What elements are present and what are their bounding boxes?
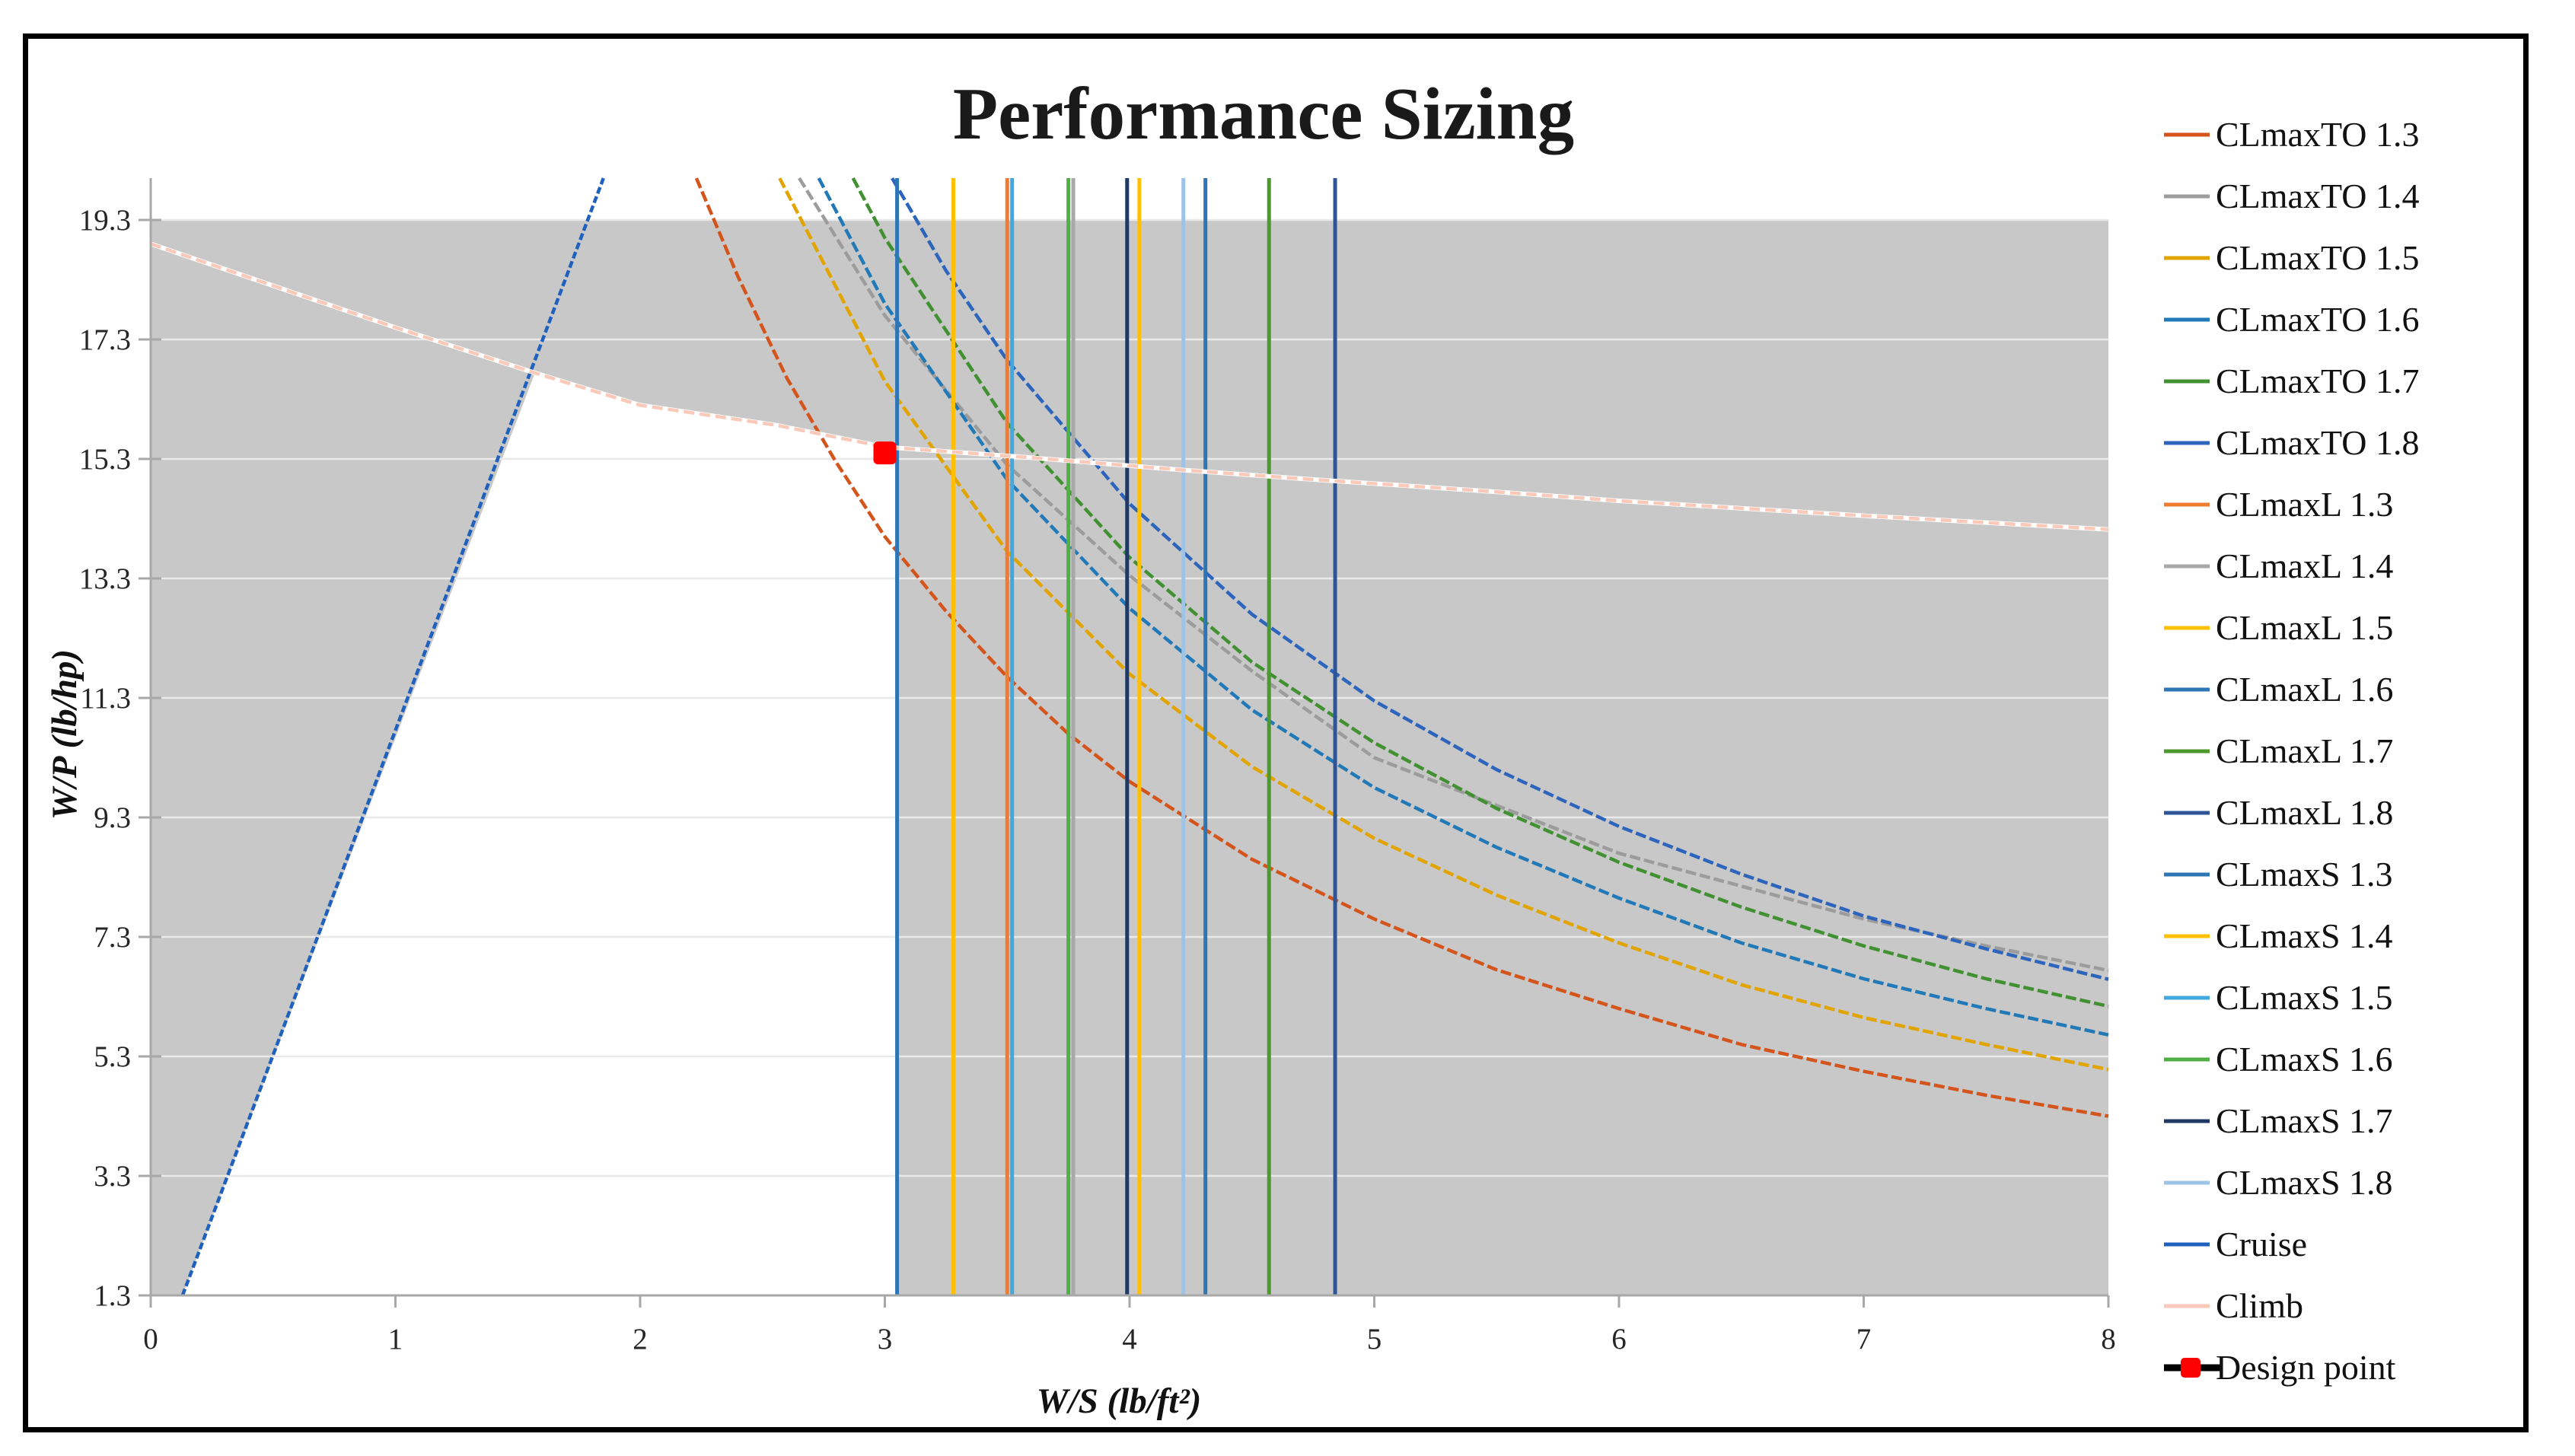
- legend-label-clmaxs-1.3: CLmaxS 1.3: [2216, 855, 2393, 894]
- legend-item-clmaxto-1.3: CLmaxTO 1.3: [2164, 115, 2419, 154]
- y-tick-label-19.3: 19.3: [79, 204, 131, 237]
- legend-label-design-point: Design point: [2216, 1348, 2396, 1387]
- x-tick-label-0: 0: [143, 1323, 158, 1356]
- legend-item-clmaxs-1.5: CLmaxS 1.5: [2164, 978, 2393, 1017]
- legend-item-clmaxl-1.3: CLmaxL 1.3: [2164, 485, 2393, 524]
- legend-label-clmaxs-1.4: CLmaxS 1.4: [2216, 916, 2393, 955]
- y-axis-title: W/P (lb/hp): [45, 649, 84, 820]
- legend-item-clmaxto-1.6: CLmaxTO 1.6: [2164, 300, 2419, 339]
- legend-label-clmaxto-1.8: CLmaxTO 1.8: [2216, 423, 2419, 462]
- legend-item-design-point: Design point: [2164, 1348, 2396, 1387]
- x-tick-label-6: 6: [1611, 1323, 1627, 1356]
- legend-label-climb: Climb: [2216, 1286, 2303, 1325]
- series-climb: [150, 242, 2109, 531]
- x-tick-label-2: 2: [633, 1323, 648, 1356]
- y-tick-label-13.3: 13.3: [79, 562, 131, 595]
- x-tick-label-3: 3: [878, 1323, 893, 1356]
- series-clmaxto-1.4: [798, 177, 2109, 973]
- legend-label-clmaxs-1.8: CLmaxS 1.8: [2216, 1163, 2393, 1202]
- series-clmaxto-1.8: [891, 177, 2109, 981]
- legend-label-clmaxl-1.7: CLmaxL 1.7: [2216, 731, 2393, 770]
- series-clmaxto-1.6: [817, 177, 2109, 1037]
- legend-item-cruise: Cruise: [2164, 1225, 2307, 1263]
- y-tick-label-9.3: 9.3: [94, 801, 131, 834]
- legend-item-clmaxs-1.4: CLmaxS 1.4: [2164, 916, 2393, 955]
- legend-item-clmaxl-1.5: CLmaxL 1.5: [2164, 608, 2393, 647]
- legend-label-clmaxs-1.5: CLmaxS 1.5: [2216, 978, 2393, 1017]
- legend-label-clmaxs-1.6: CLmaxS 1.6: [2216, 1040, 2393, 1078]
- series-clmaxto-1.7: [851, 177, 2109, 1008]
- y-tick-label-17.3: 17.3: [79, 323, 131, 356]
- legend-label-clmaxto-1.6: CLmaxTO 1.6: [2216, 300, 2419, 339]
- feasible-region: [182, 373, 897, 1295]
- series-cruise: [180, 177, 605, 1296]
- legend-label-clmaxl-1.6: CLmaxL 1.6: [2216, 670, 2393, 709]
- x-tick-label-5: 5: [1367, 1323, 1382, 1356]
- y-tick-label-5.3: 5.3: [94, 1040, 131, 1073]
- design-point-marker: [873, 441, 897, 465]
- legend-label-clmaxto-1.7: CLmaxTO 1.7: [2216, 362, 2419, 400]
- figure-border: [23, 33, 2529, 1432]
- legend-label-clmaxl-1.8: CLmaxL 1.8: [2216, 793, 2393, 832]
- legend-label-cruise: Cruise: [2216, 1225, 2307, 1263]
- legend-item-clmaxs-1.7: CLmaxS 1.7: [2164, 1101, 2393, 1140]
- legend-label-clmaxs-1.7: CLmaxS 1.7: [2216, 1101, 2393, 1140]
- legend-item-clmaxs-1.8: CLmaxS 1.8: [2164, 1163, 2393, 1202]
- y-tick-label-7.3: 7.3: [94, 921, 131, 954]
- legend-item-clmaxs-1.3: CLmaxS 1.3: [2164, 855, 2393, 894]
- legend-item-clmaxto-1.8: CLmaxTO 1.8: [2164, 423, 2419, 462]
- legend-item-climb: Climb: [2164, 1286, 2303, 1325]
- y-tick-label-15.3: 15.3: [79, 443, 131, 476]
- chart-title: Performance Sizing: [953, 73, 1574, 155]
- plot-area: 1.3 3.3 5.3 7.3 9.3 11.3 13.3 15.3 17.3 19.3 0 1 2 3 4…: [79, 177, 2116, 1356]
- legend-label-clmaxto-1.5: CLmaxTO 1.5: [2216, 238, 2419, 277]
- legend-item-clmaxl-1.4: CLmaxL 1.4: [2164, 546, 2393, 585]
- legend-item-clmaxto-1.4: CLmaxTO 1.4: [2164, 177, 2419, 215]
- x-tick-label-4: 4: [1122, 1323, 1137, 1356]
- legend-item-clmaxl-1.8: CLmaxL 1.8: [2164, 793, 2393, 832]
- series-clmaxto-1.5: [778, 177, 2109, 1072]
- legend: CLmaxTO 1.3 CLmaxTO 1.4 CLmaxTO 1.5 CLmaxTO…: [2164, 115, 2419, 1387]
- y-tick-label-1.3: 1.3: [94, 1279, 131, 1312]
- legend-item-clmaxto-1.5: CLmaxTO 1.5: [2164, 238, 2419, 277]
- y-tick-label-11.3: 11.3: [80, 682, 131, 715]
- legend-marker-design-point: [2181, 1358, 2201, 1378]
- x-tick-label-7: 7: [1856, 1323, 1872, 1356]
- legend-label-clmaxl-1.4: CLmaxL 1.4: [2216, 546, 2393, 585]
- y-tick-label-3.3: 3.3: [94, 1160, 131, 1193]
- legend-item-clmaxl-1.7: CLmaxL 1.7: [2164, 731, 2393, 770]
- legend-label-clmaxto-1.3: CLmaxTO 1.3: [2216, 115, 2419, 154]
- x-tick-label-8: 8: [2101, 1323, 2116, 1356]
- legend-label-clmaxto-1.4: CLmaxTO 1.4: [2216, 177, 2419, 215]
- legend-item-clmaxl-1.6: CLmaxL 1.6: [2164, 670, 2393, 709]
- x-tick-label-1: 1: [388, 1323, 403, 1356]
- legend-item-clmaxs-1.6: CLmaxS 1.6: [2164, 1040, 2393, 1078]
- legend-label-clmaxl-1.5: CLmaxL 1.5: [2216, 608, 2393, 647]
- x-axis-title: W/S (lb/ft²): [1037, 1381, 1201, 1421]
- legend-item-clmaxto-1.7: CLmaxTO 1.7: [2164, 362, 2419, 400]
- legend-label-clmaxl-1.3: CLmaxL 1.3: [2216, 485, 2393, 524]
